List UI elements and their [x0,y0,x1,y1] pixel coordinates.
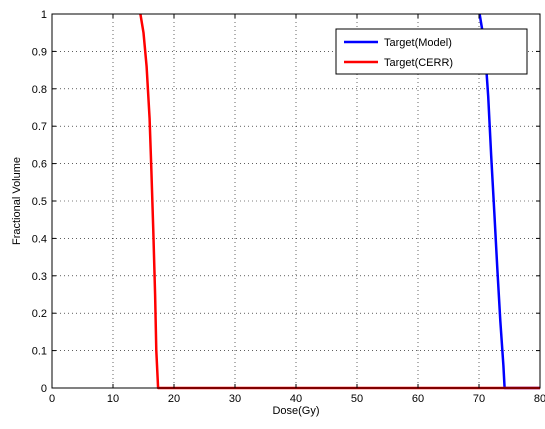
y-tick-label: 0 [41,383,47,395]
legend-label-model: Target(Model) [384,37,452,49]
y-tick-label: 0.4 [32,233,47,245]
grid [52,14,540,388]
y-tick-label: 0.6 [32,159,47,171]
x-axis-label: Dose(Gy) [272,405,319,417]
y-tick-label: 0.7 [32,121,47,133]
y-tick-label: 0.1 [32,346,47,358]
legend-box [335,28,528,75]
y-tick-label: 0.9 [32,46,47,58]
x-tick-label: 20 [168,393,180,405]
x-tick-label: 70 [473,393,485,405]
y-tick-label: 0.3 [32,271,47,283]
x-tick-label: 0 [49,393,55,405]
x-tick-label: 30 [229,393,241,405]
y-tick-label: 0.2 [32,308,47,320]
y-tick-label: 1 [41,9,47,21]
legend: Target(Model) Target(CERR) [335,28,528,75]
y-axis-label: Fractional Volume [11,157,23,245]
legend-label-cerr: Target(CERR) [384,57,453,69]
axis-ticks: 0 10 20 30 40 50 60 70 80 0 0.1 0.2 0.3 0.4 0.5 0.6 0.7 0… [32,9,545,405]
y-tick-label: 0.5 [32,196,47,208]
x-tick-label: 40 [290,393,302,405]
y-tick-label: 0.8 [32,84,47,96]
x-tick-label: 80 [534,393,545,405]
x-tick-label: 50 [351,393,363,405]
x-tick-label: 60 [412,393,424,405]
x-tick-label: 10 [107,393,119,405]
